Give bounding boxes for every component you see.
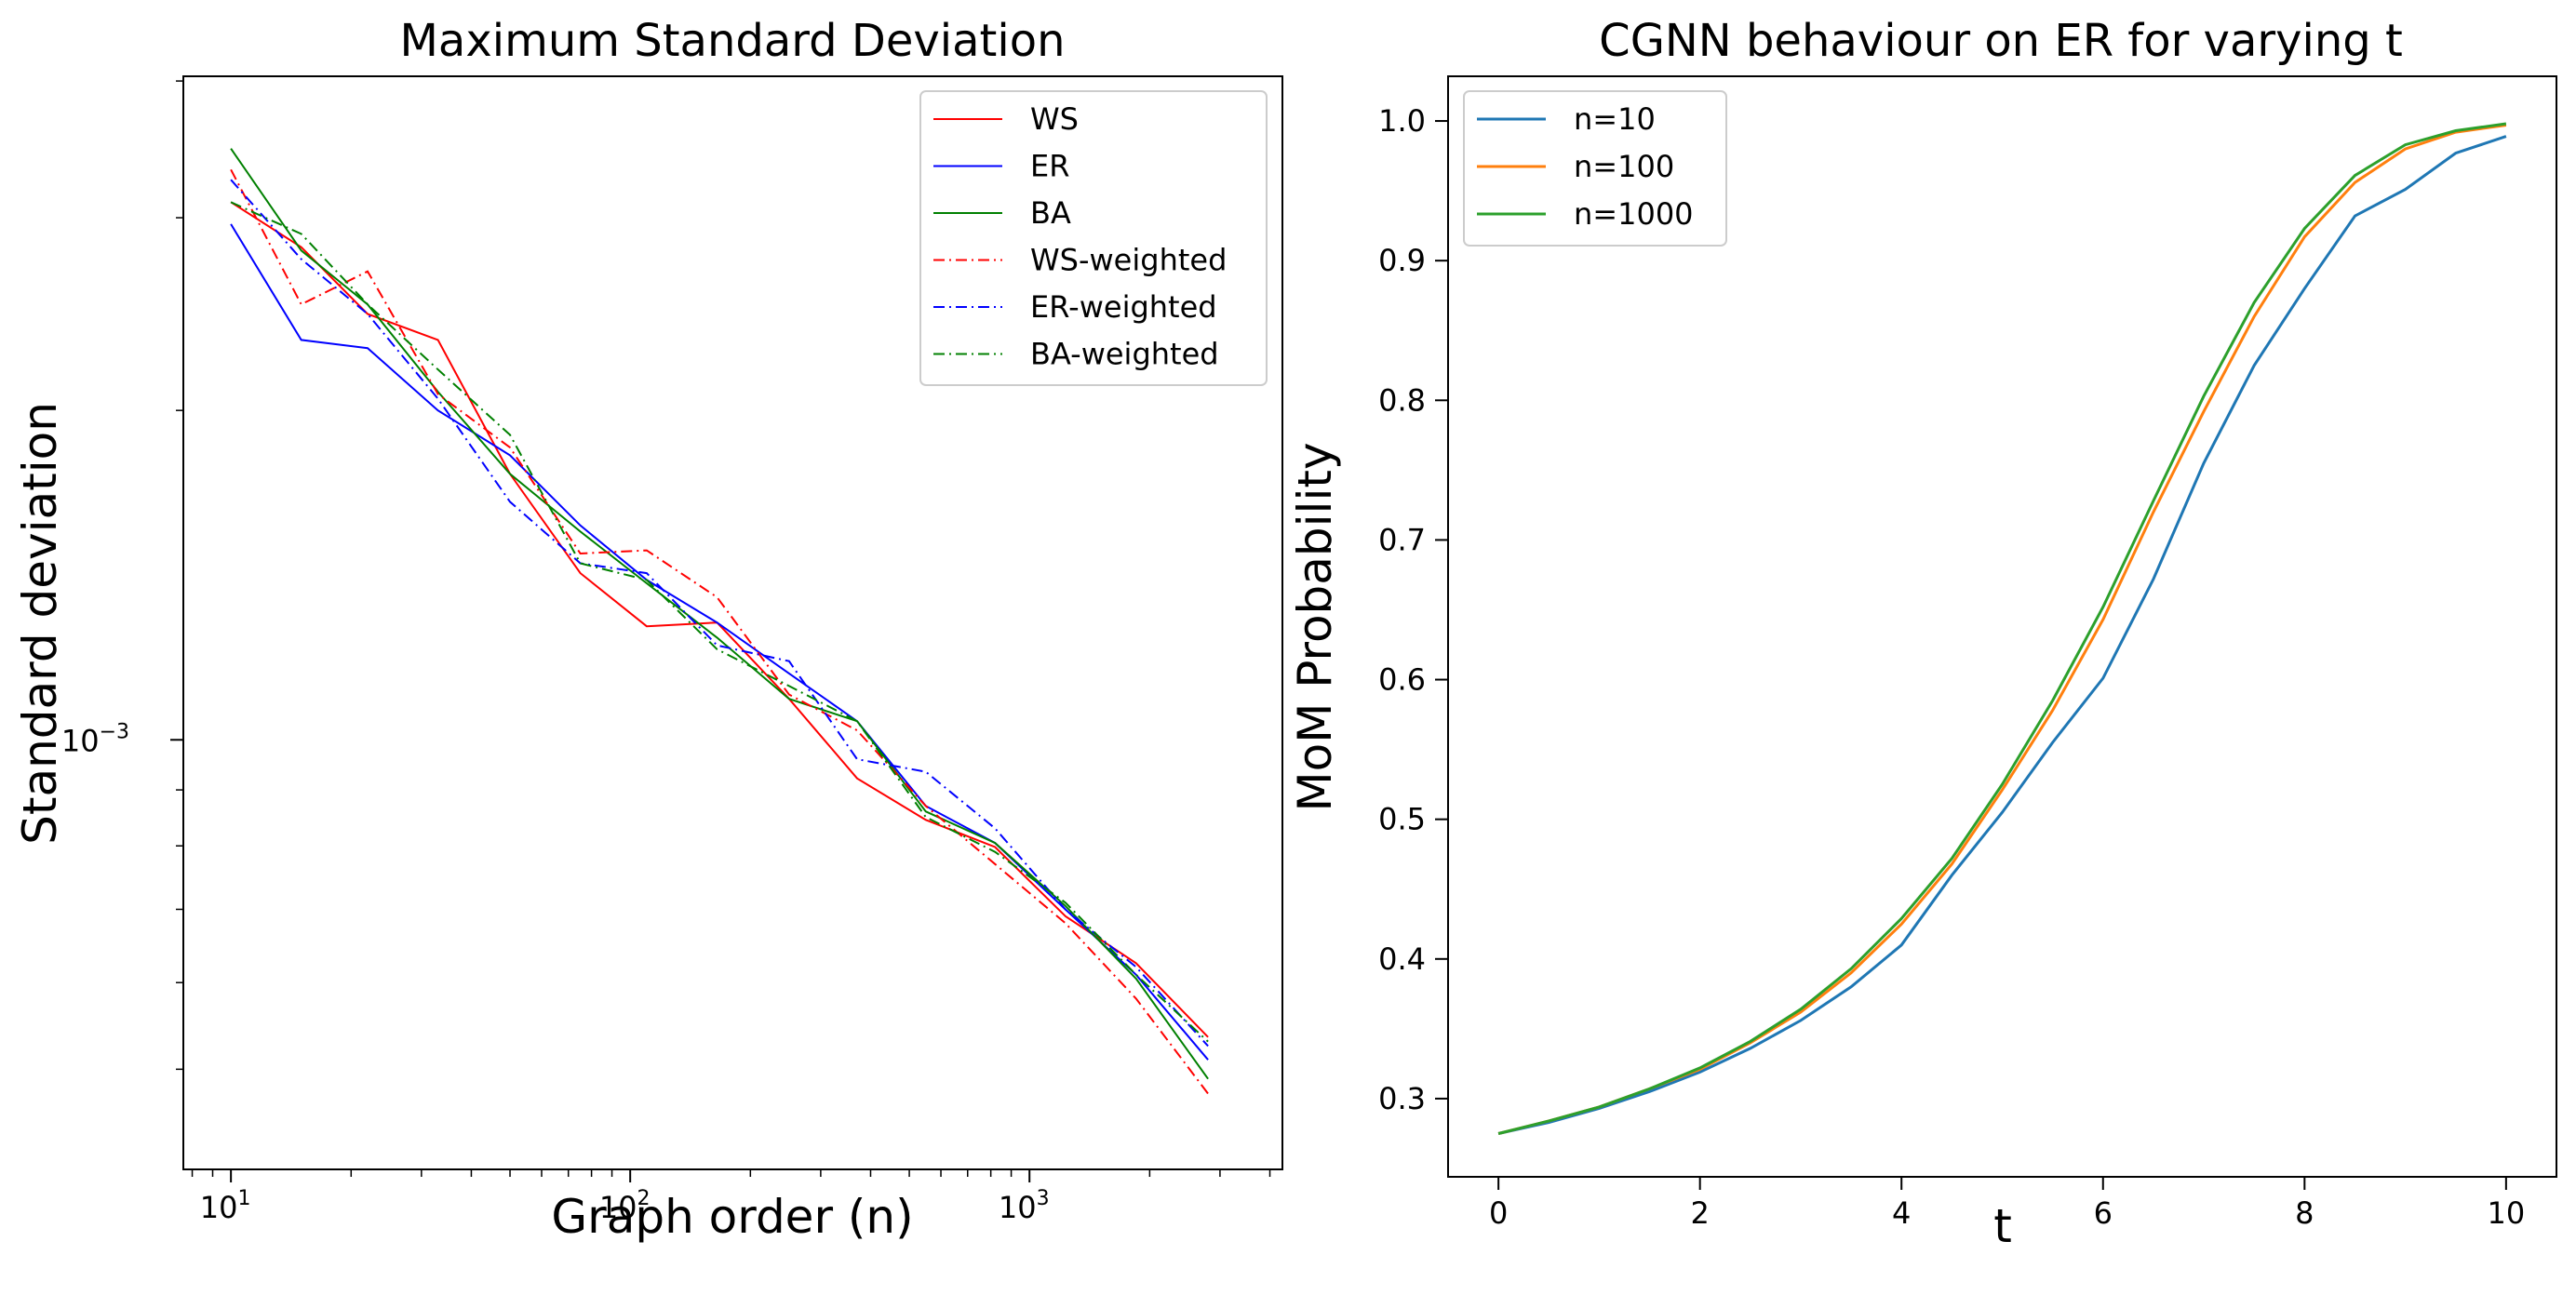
left-x-tick-label: 103 (999, 1187, 1050, 1225)
left-plot-frame (182, 75, 1283, 1170)
left-y-axis-label: Standard deviation (13, 402, 67, 845)
right-x-tick-label: 2 (1691, 1195, 1710, 1231)
right-legend: n=10 n=100 n=1000 (1463, 90, 1727, 247)
right-x-axis-label: t (1993, 1199, 2012, 1253)
right-plot-area: 0 2 4 6 8 10 0.3 0.4 0.5 0.6 0.7 0.8 0.9 1.0 (1378, 103, 2525, 1231)
left-x-tick-label: 102 (599, 1187, 651, 1225)
right-y-tick-label: 0.7 (1378, 522, 1426, 557)
right-chart-panel: CGNN behaviour on ER for varying t 0 2 4 6 8… (1288, 15, 2557, 1253)
left-x-axis-label: Graph order (n) (551, 1190, 913, 1244)
legend-label-er: ER (1030, 149, 1069, 184)
right-y-tick-label: 0.9 (1378, 243, 1426, 278)
series-line-er-weighted (230, 179, 1209, 1048)
left-chart-title: Maximum Standard Deviation (400, 15, 1066, 67)
right-legend-box (1463, 90, 1727, 247)
legend-label-er-weighted: ER-weighted (1030, 289, 1217, 325)
left-y-tick-label: 10−3 (61, 720, 129, 758)
right-y-tick-label: 0.4 (1378, 941, 1426, 977)
series-line-n-100 (1497, 124, 2507, 1135)
series-line-n-10 (1497, 135, 2507, 1135)
right-y-tick-label: 0.5 (1378, 802, 1426, 837)
legend-label-n-1000: n=1000 (1574, 196, 1694, 232)
legend-label-ba-weighted: BA-weighted (1030, 337, 1219, 372)
left-chart-panel: Maximum Standard Deviation 101 102 103 10−3… (13, 15, 1283, 1244)
right-x-tick-label: 0 (1489, 1195, 1508, 1231)
series-line-ba-weighted (230, 201, 1209, 1043)
right-chart-title: CGNN behaviour on ER for varying t (1599, 15, 2403, 67)
legend-label-n-100: n=100 (1574, 149, 1674, 184)
right-plot-frame (1447, 75, 2557, 1178)
right-x-tick-label: 8 (2295, 1195, 2314, 1231)
legend-label-n-10: n=10 (1574, 101, 1656, 137)
right-x-tick-label: 6 (2094, 1195, 2113, 1231)
series-line-n-1000 (1497, 122, 2507, 1135)
right-y-tick-label: 0.8 (1378, 382, 1426, 418)
left-x-tick-label: 101 (200, 1187, 251, 1225)
right-y-tick-label: 0.6 (1378, 662, 1426, 698)
series-line-ws-weighted (230, 168, 1209, 1095)
left-legend-box (919, 90, 1268, 386)
series-line-ba (230, 148, 1209, 1080)
legend-label-ba: BA (1030, 195, 1071, 231)
right-x-tick-label: 10 (2488, 1195, 2526, 1231)
right-y-axis-label: MoM Probability (1288, 442, 1342, 811)
right-x-tick-label: 4 (1892, 1195, 1911, 1231)
series-line-er (230, 223, 1209, 1061)
legend-label-ws: WS (1030, 101, 1079, 137)
legend-label-ws-weighted: WS-weighted (1030, 243, 1227, 278)
right-y-tick-label: 0.3 (1378, 1081, 1426, 1116)
left-plot-area: 101 102 103 10−3 (61, 80, 1271, 1225)
left-legend: WS ER BA WS-weighted ER-weighted BA-weighted (919, 90, 1268, 386)
right-y-tick-label: 1.0 (1378, 103, 1426, 139)
